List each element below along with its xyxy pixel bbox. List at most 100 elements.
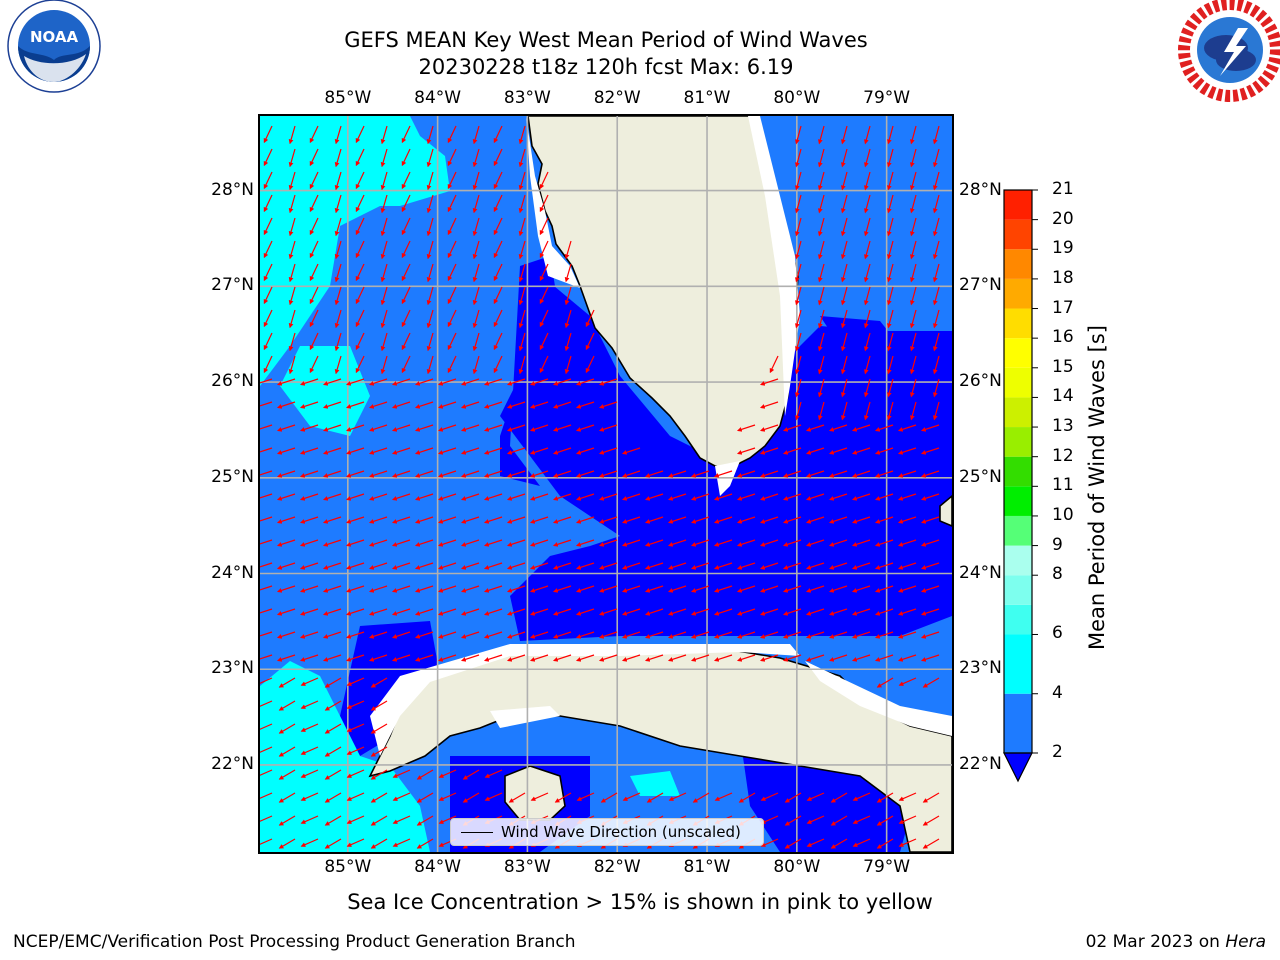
- wave-direction-arrow: [416, 815, 434, 826]
- wave-direction-arrow: [472, 263, 480, 283]
- wave-direction-arrow: [380, 240, 388, 260]
- wave-direction-arrow: [529, 562, 549, 570]
- colorbar-band: [1004, 367, 1032, 398]
- wave-direction-arrow: [851, 424, 871, 432]
- wave-direction-arrow: [299, 562, 319, 570]
- wave-direction-arrow: [447, 240, 457, 259]
- wave-direction-arrow: [863, 263, 871, 283]
- wave-direction-arrow: [621, 516, 641, 524]
- wave-direction-arrow: [472, 240, 480, 260]
- wave-direction-arrow: [552, 608, 572, 616]
- sea-ice-note: Sea Ice Concentration > 15% is shown in …: [347, 890, 933, 914]
- wave-direction-arrow: [506, 608, 526, 616]
- wave-direction-arrow: [472, 355, 480, 375]
- wave-direction-arrow: [644, 654, 664, 662]
- wave-direction-arrow: [644, 470, 664, 478]
- wave-direction-arrow: [922, 677, 940, 688]
- wave-direction-arrow: [828, 493, 848, 501]
- wave-direction-arrow: [299, 608, 319, 616]
- wave-direction-arrow: [600, 792, 618, 803]
- wave-direction-arrow: [840, 332, 848, 352]
- wave-direction-arrow: [483, 539, 503, 547]
- wave-direction-arrow: [370, 838, 388, 849]
- lon-label-top: 79°W: [863, 88, 911, 108]
- wave-direction-arrow: [784, 792, 802, 803]
- wave-direction-arrow: [759, 608, 779, 616]
- wave-direction-arrow: [276, 470, 296, 478]
- wave-direction-arrow: [324, 700, 342, 711]
- wave-direction-arrow: [876, 677, 894, 688]
- wave-direction-arrow: [644, 493, 664, 501]
- wave-direction-arrow: [437, 631, 457, 639]
- wave-direction-arrow: [288, 332, 296, 352]
- wave-direction-arrow: [585, 332, 595, 351]
- wave-direction-arrow: [518, 217, 526, 237]
- wave-direction-arrow: [692, 792, 710, 803]
- wave-direction-arrow: [897, 585, 917, 593]
- wave-direction-arrow: [506, 378, 526, 386]
- colorbar-band: [1004, 190, 1032, 220]
- wave-direction-arrow: [805, 493, 825, 501]
- lat-label-left: 27°N: [211, 275, 254, 296]
- wave-direction-arrow: [322, 539, 342, 547]
- wave-direction-arrow: [759, 447, 779, 455]
- wave-direction-arrow: [863, 171, 871, 191]
- wave-direction-arrow: [782, 539, 802, 547]
- wave-direction-arrow: [667, 608, 687, 616]
- wave-direction-arrow: [817, 263, 825, 283]
- wave-direction-arrow: [355, 286, 365, 305]
- wave-direction-arrow: [794, 240, 802, 260]
- map-canvas: [260, 116, 952, 852]
- wave-direction-arrow: [863, 332, 871, 352]
- wave-direction-arrow: [876, 792, 894, 803]
- wave-direction-arrow: [886, 378, 894, 398]
- wave-direction-arrow: [426, 194, 434, 214]
- wave-direction-arrow: [539, 171, 549, 190]
- wave-direction-arrow: [828, 424, 848, 432]
- wave-direction-arrow: [346, 792, 365, 801]
- wave-direction-arrow: [380, 263, 388, 283]
- wave-direction-arrow: [493, 332, 503, 351]
- wave-direction-arrow: [380, 286, 388, 306]
- lat-label-right: 25°N: [959, 466, 1002, 487]
- wave-direction-arrow: [426, 286, 434, 306]
- wave-direction-arrow: [322, 608, 342, 616]
- wave-direction-arrow: [426, 332, 434, 352]
- wave-direction-arrow: [324, 677, 342, 688]
- wave-direction-arrow: [401, 309, 411, 328]
- wave-direction-arrow: [794, 355, 802, 375]
- chart-subtitle: 20230228 t18z 120h fcst Max: 6.19: [418, 55, 794, 79]
- wave-direction-arrow: [392, 792, 411, 801]
- wave-direction-arrow: [506, 447, 526, 455]
- wave-direction-arrow: [552, 539, 572, 547]
- wave-direction-arrow: [276, 516, 296, 524]
- wave-direction-arrow: [380, 171, 388, 191]
- wave-direction-arrow: [863, 194, 871, 214]
- wave-direction-arrow: [426, 309, 434, 329]
- wave-direction-arrow: [346, 838, 365, 847]
- wave-direction-arrow: [276, 378, 296, 386]
- wave-direction-arrow: [909, 378, 917, 398]
- wave-direction-arrow: [897, 562, 917, 570]
- wave-direction-arrow: [690, 539, 710, 547]
- wave-direction-arrow: [909, 309, 917, 329]
- wave-direction-arrow: [355, 194, 365, 213]
- wave-direction-arrow: [276, 493, 296, 501]
- wave-direction-arrow: [460, 539, 480, 547]
- wave-direction-arrow: [897, 539, 917, 547]
- wave-direction-arrow: [506, 424, 526, 432]
- wave-direction-arrow: [322, 516, 342, 524]
- wave-direction-arrow: [851, 516, 871, 524]
- wave-direction-arrow: [863, 286, 871, 306]
- wave-direction-arrow: [391, 585, 411, 593]
- wave-direction-arrow: [932, 217, 940, 237]
- lat-label-left: 24°N: [211, 562, 254, 583]
- wave-direction-arrow: [909, 240, 917, 260]
- wave-direction-arrow: [851, 470, 871, 478]
- wave-direction-arrow: [805, 424, 825, 432]
- wave-direction-arrow: [263, 194, 273, 213]
- wave-direction-arrow: [426, 240, 434, 260]
- map-panel: Wind Wave Direction (unscaled): [258, 114, 954, 854]
- wave-direction-arrow: [309, 332, 319, 351]
- wave-direction-arrow: [260, 539, 273, 545]
